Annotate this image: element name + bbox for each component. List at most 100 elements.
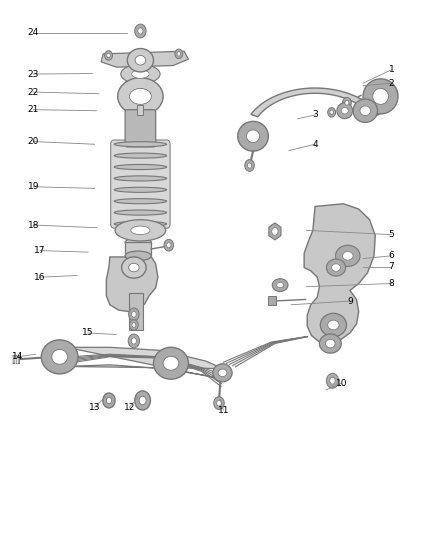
Ellipse shape <box>319 334 341 353</box>
Bar <box>12 355 19 364</box>
Ellipse shape <box>153 348 188 379</box>
Text: 1: 1 <box>389 66 394 74</box>
Text: 13: 13 <box>89 403 100 412</box>
Circle shape <box>103 393 115 408</box>
Text: 20: 20 <box>28 137 39 146</box>
Polygon shape <box>101 51 188 67</box>
Ellipse shape <box>114 221 166 227</box>
Circle shape <box>139 396 146 405</box>
Text: 12: 12 <box>124 403 135 412</box>
Ellipse shape <box>213 364 232 382</box>
Text: 2: 2 <box>389 78 394 87</box>
Ellipse shape <box>343 252 353 260</box>
Ellipse shape <box>336 245 360 266</box>
Ellipse shape <box>114 165 166 169</box>
Ellipse shape <box>326 259 346 276</box>
Ellipse shape <box>115 220 166 241</box>
Circle shape <box>345 100 349 105</box>
Circle shape <box>130 320 138 330</box>
Text: 17: 17 <box>34 246 46 255</box>
Text: 4: 4 <box>312 140 318 149</box>
Text: 22: 22 <box>28 87 39 96</box>
Circle shape <box>326 373 339 388</box>
Ellipse shape <box>337 103 353 119</box>
Text: 18: 18 <box>28 221 39 230</box>
Bar <box>138 106 144 115</box>
Circle shape <box>330 110 333 115</box>
Text: 10: 10 <box>336 379 347 388</box>
Circle shape <box>132 322 136 327</box>
Circle shape <box>164 239 173 251</box>
Text: 11: 11 <box>218 406 229 415</box>
Circle shape <box>138 28 143 34</box>
Circle shape <box>166 243 171 248</box>
Ellipse shape <box>373 88 389 104</box>
Circle shape <box>131 338 136 344</box>
Ellipse shape <box>277 282 284 288</box>
Ellipse shape <box>272 279 288 292</box>
Circle shape <box>107 53 110 58</box>
Ellipse shape <box>52 350 67 365</box>
Circle shape <box>328 108 336 117</box>
Circle shape <box>217 400 221 406</box>
Text: 3: 3 <box>312 110 318 119</box>
Circle shape <box>135 391 150 410</box>
Ellipse shape <box>353 99 378 123</box>
Circle shape <box>177 52 180 56</box>
Ellipse shape <box>125 251 151 261</box>
Ellipse shape <box>218 369 227 376</box>
Ellipse shape <box>114 142 166 147</box>
Text: 19: 19 <box>28 182 39 191</box>
Polygon shape <box>304 204 375 344</box>
Polygon shape <box>106 257 158 312</box>
Text: 6: 6 <box>389 252 394 260</box>
Bar <box>130 293 143 330</box>
Circle shape <box>330 377 335 384</box>
Ellipse shape <box>325 340 335 348</box>
Circle shape <box>272 228 278 235</box>
Ellipse shape <box>118 78 163 115</box>
Text: 21: 21 <box>28 105 39 114</box>
Ellipse shape <box>114 176 166 181</box>
Polygon shape <box>269 223 281 240</box>
Ellipse shape <box>114 187 166 192</box>
Circle shape <box>245 160 254 171</box>
Polygon shape <box>66 348 223 379</box>
Circle shape <box>131 311 136 317</box>
FancyBboxPatch shape <box>125 110 155 147</box>
Ellipse shape <box>363 79 398 114</box>
Ellipse shape <box>114 199 166 204</box>
Text: 9: 9 <box>347 296 353 305</box>
Ellipse shape <box>328 320 339 330</box>
Bar <box>125 242 151 256</box>
Ellipse shape <box>341 108 348 114</box>
Ellipse shape <box>114 210 166 215</box>
Ellipse shape <box>131 226 150 235</box>
Ellipse shape <box>122 257 146 278</box>
Circle shape <box>106 397 112 403</box>
Ellipse shape <box>135 55 146 65</box>
Ellipse shape <box>125 238 151 247</box>
Ellipse shape <box>332 264 340 271</box>
Ellipse shape <box>132 70 149 78</box>
Text: 8: 8 <box>389 279 394 288</box>
Text: 15: 15 <box>82 328 94 337</box>
Ellipse shape <box>127 49 153 72</box>
Circle shape <box>247 163 252 168</box>
Circle shape <box>105 51 113 60</box>
Ellipse shape <box>320 313 346 337</box>
Circle shape <box>128 334 140 348</box>
Circle shape <box>135 24 146 38</box>
Circle shape <box>175 49 183 59</box>
Ellipse shape <box>130 88 151 104</box>
Ellipse shape <box>163 357 179 370</box>
Text: 23: 23 <box>28 70 39 78</box>
Text: 7: 7 <box>389 262 394 271</box>
Ellipse shape <box>121 64 160 84</box>
Text: 5: 5 <box>389 230 394 239</box>
Polygon shape <box>251 88 379 117</box>
Bar <box>268 296 276 305</box>
Text: 14: 14 <box>11 352 23 361</box>
Ellipse shape <box>360 106 371 116</box>
Circle shape <box>343 98 351 108</box>
